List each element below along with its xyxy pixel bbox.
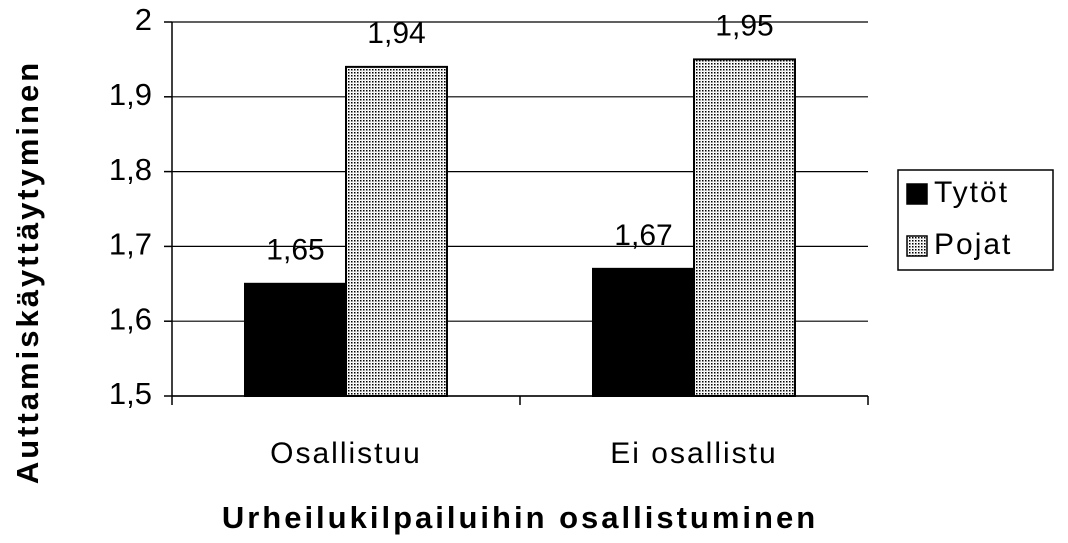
- x-tick-label: Osallistuu: [270, 437, 422, 470]
- y-tick-label: 1,8: [109, 152, 152, 187]
- bar: [345, 65, 448, 397]
- y-tick-label: 2: [135, 2, 152, 37]
- y-axis-label: Auttamiskäyttäytyminen: [10, 60, 45, 484]
- y-tick-label: 1,6: [109, 301, 152, 336]
- bar: [592, 267, 695, 397]
- legend-label: Tytöt: [934, 176, 1009, 209]
- legend-label: Pojat: [934, 228, 1012, 261]
- y-tick-label: 1,7: [109, 227, 152, 262]
- x-tick-label: Ei osallistu: [610, 437, 777, 470]
- x-axis-label: Urheilukilpailuihin osallistuminen: [222, 500, 818, 535]
- bar: [244, 282, 347, 397]
- value-label: 1,65: [266, 234, 324, 267]
- value-label: 1,67: [614, 219, 672, 252]
- value-label: 1,95: [715, 9, 773, 42]
- bar: [693, 58, 796, 398]
- y-tick-label: 1,5: [109, 376, 152, 411]
- value-label: 1,94: [367, 17, 425, 50]
- legend-swatch: [906, 235, 928, 257]
- y-tick-label: 1,9: [109, 77, 152, 112]
- legend-swatch: [906, 183, 928, 205]
